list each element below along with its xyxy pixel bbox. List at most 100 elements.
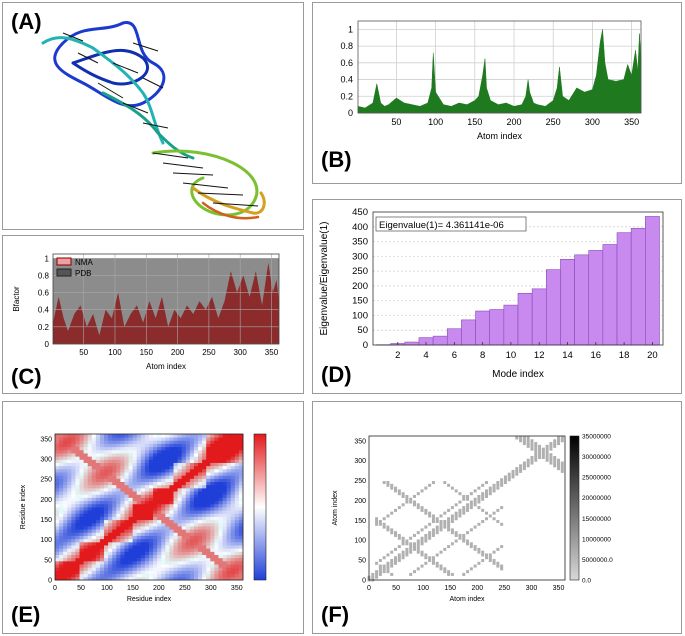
heatmap-cell xyxy=(173,538,179,543)
heatmap-cell xyxy=(218,456,223,460)
heatmap-cell xyxy=(95,519,101,524)
heatmap-cell xyxy=(214,560,219,565)
heatmap-cell xyxy=(63,456,68,460)
heatmap-cell xyxy=(218,434,223,438)
heatmap-cell xyxy=(169,500,174,505)
heatmap-cell xyxy=(116,475,121,479)
heatmap-cell xyxy=(161,535,166,540)
heatmap-cell xyxy=(87,459,93,463)
heatmap-cell xyxy=(116,513,121,517)
heatmap-cell xyxy=(120,557,125,562)
heatmap-cell xyxy=(104,507,109,511)
heatmap-cell xyxy=(132,526,138,530)
heatmap-cell xyxy=(206,545,211,549)
heatmap-cell xyxy=(55,484,60,489)
heatmap-cell xyxy=(99,468,105,473)
heatmap-cell xyxy=(104,510,109,514)
heatmap-cell xyxy=(230,491,236,495)
heatmap-cell xyxy=(230,567,236,571)
heatmap-cell xyxy=(71,491,76,495)
contact-point xyxy=(397,492,401,496)
heatmap-cell xyxy=(95,453,101,457)
heatmap-cell xyxy=(59,484,64,489)
heatmap-cell xyxy=(112,519,117,524)
y-tick-label: 300 xyxy=(352,251,368,262)
y-tick-label: 150 xyxy=(352,296,368,307)
heatmap-cell xyxy=(222,554,228,559)
heatmap-cell xyxy=(234,560,240,565)
contact-point xyxy=(496,520,500,524)
contact-point xyxy=(541,453,545,457)
heatmap-cell xyxy=(124,437,129,441)
heatmap-cell xyxy=(210,564,215,568)
heatmap-cell xyxy=(230,529,236,533)
heatmap-cell xyxy=(189,516,195,521)
heatmap-cell xyxy=(59,538,64,543)
heatmap-cell xyxy=(169,443,174,448)
heatmap-cell xyxy=(144,456,150,460)
heatmap-cell xyxy=(136,519,142,524)
heatmap-cell xyxy=(128,437,134,441)
heatmap-cell xyxy=(149,462,154,467)
heatmap-cell xyxy=(169,560,174,565)
heatmap-cell xyxy=(55,491,60,495)
heatmap-cell xyxy=(91,462,97,467)
heatmap-cell xyxy=(230,465,236,470)
heatmap-cell xyxy=(132,548,138,552)
heatmap-cell xyxy=(104,551,109,556)
y-tick-label: 250 xyxy=(354,478,366,485)
heatmap-cell xyxy=(59,465,64,470)
heatmap-cell xyxy=(181,459,187,463)
heatmap-cell xyxy=(95,510,101,514)
heatmap-cell xyxy=(218,551,223,556)
heatmap-cell xyxy=(104,548,109,552)
y-tick-label: 0.8 xyxy=(38,271,50,280)
contact-point xyxy=(473,547,477,551)
heatmap-cell xyxy=(83,554,89,559)
heatmap-cell xyxy=(222,567,228,571)
heatmap-cell xyxy=(206,443,211,448)
x-tick-label: 250 xyxy=(499,585,511,592)
heatmap-cell xyxy=(91,500,97,505)
heatmap-cell xyxy=(202,475,207,479)
heatmap-cell xyxy=(79,573,85,578)
heatmap-cell xyxy=(79,453,85,457)
heatmap-cell xyxy=(218,472,223,476)
heatmap-cell xyxy=(144,440,150,444)
contact-point xyxy=(405,497,409,501)
heatmap-cell xyxy=(104,475,109,479)
heatmap-cell xyxy=(75,449,80,454)
panel-label-e: (E) xyxy=(11,602,41,627)
heatmap-cell xyxy=(104,497,109,502)
heatmap-cell xyxy=(177,535,183,540)
heatmap-cell xyxy=(161,440,166,444)
heatmap-cell xyxy=(140,503,146,508)
heatmap-cell xyxy=(193,494,199,498)
heatmap-cell xyxy=(144,519,150,524)
heatmap-cell xyxy=(59,532,64,536)
heatmap-cell xyxy=(222,443,228,448)
heatmap-cell xyxy=(67,500,72,505)
heatmap-cell xyxy=(132,573,138,578)
y-tick-label: 1 xyxy=(45,254,50,263)
heatmap-cell xyxy=(120,446,125,451)
heatmap-cell xyxy=(181,478,187,483)
contact-point xyxy=(469,545,473,549)
heatmap-cell xyxy=(67,487,72,492)
heatmap-cell xyxy=(181,522,187,527)
heatmap-cell xyxy=(136,522,142,527)
heatmap-cell xyxy=(157,440,162,444)
heatmap-cell xyxy=(87,472,93,476)
heatmap-cell xyxy=(132,462,138,467)
heatmap-cell xyxy=(144,481,150,486)
contact-point xyxy=(382,525,386,529)
heatmap-cell xyxy=(153,440,158,444)
heatmap-cell xyxy=(202,453,207,457)
heatmap-cell xyxy=(210,545,215,549)
contact-point xyxy=(496,561,500,565)
contact-point xyxy=(405,539,409,543)
heatmap-cell xyxy=(71,462,76,467)
heatmap-cell xyxy=(71,567,76,571)
contact-point xyxy=(553,444,557,448)
heatmap-cell xyxy=(234,529,240,533)
